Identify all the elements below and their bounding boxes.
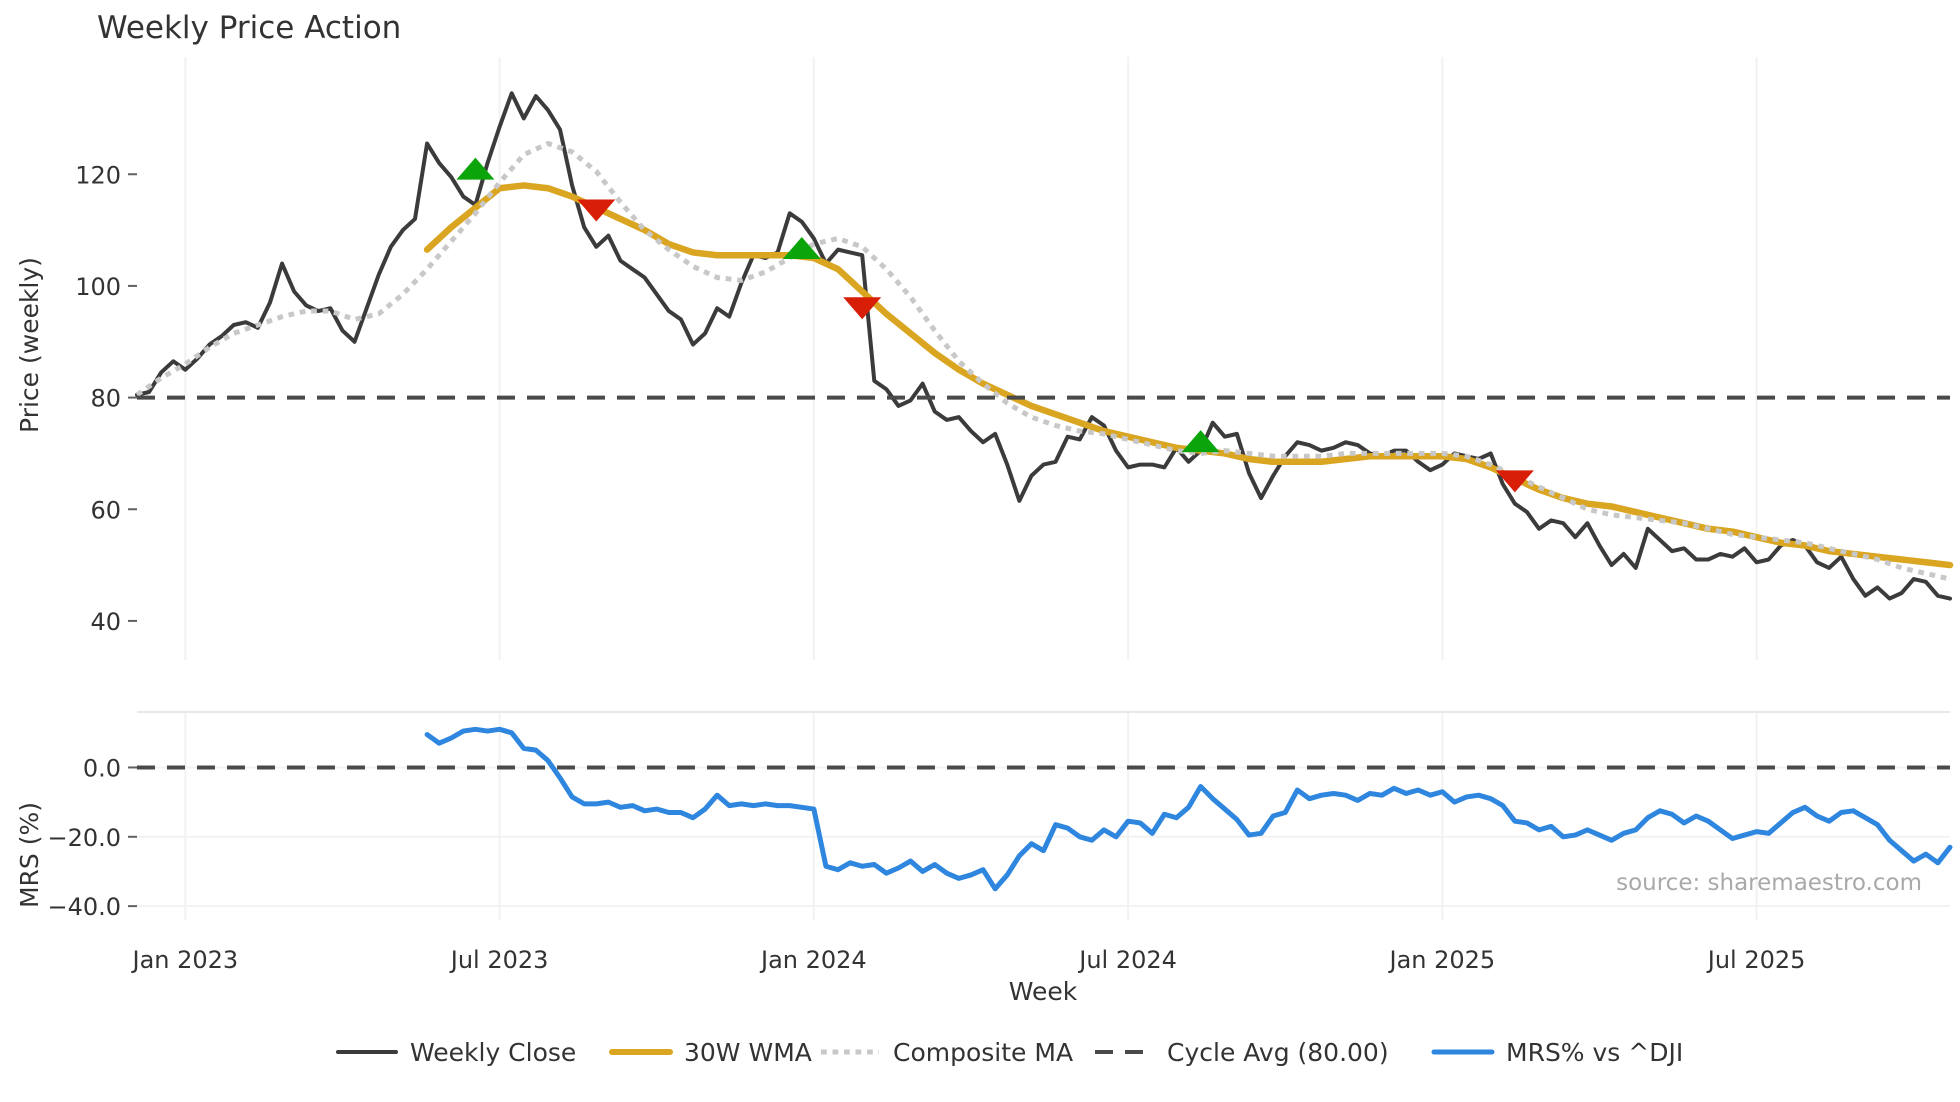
- price-ytick-4: 40: [90, 608, 121, 636]
- x-tick-1: Jul 2023: [449, 946, 549, 974]
- price-ytick-3: 60: [90, 496, 121, 524]
- x-tick-2: Jan 2024: [759, 946, 867, 974]
- price-ytick-2: 80: [90, 385, 121, 413]
- legend-label-2[interactable]: Composite MA: [893, 1038, 1073, 1067]
- series-mrs-pct-vs-dji: [424, 726, 1953, 892]
- price-ytick-1: 100: [75, 273, 121, 301]
- sell-signal-marker-1: [577, 199, 616, 222]
- x-tick-0: Jan 2023: [130, 946, 238, 974]
- sell-signal-marker-3: [843, 297, 882, 320]
- tick-labels: 120 100 80 60 40 0.0 −20.0 −40.0 Jan 2023 Jul 202…: [47, 161, 1805, 974]
- page-title: Weekly Price Action: [97, 10, 401, 46]
- buy-signal-marker-4: [1181, 430, 1220, 453]
- sell-signal-marker-5: [1495, 470, 1534, 493]
- legend-label-3[interactable]: Cycle Avg (80.00): [1167, 1038, 1389, 1067]
- legend-label-1[interactable]: 30W WMA: [684, 1038, 812, 1067]
- buy-signal-marker-2: [782, 236, 821, 259]
- series-weekly-close: [135, 91, 1952, 601]
- price-axis-label: Price (weekly): [15, 257, 44, 433]
- mrs-ytick-2: −40.0: [47, 893, 121, 921]
- legend-label-4[interactable]: MRS% vs ^DJI: [1506, 1038, 1683, 1067]
- x-tick-5: Jul 2025: [1706, 946, 1806, 974]
- x-tick-4: Jan 2025: [1388, 946, 1496, 974]
- x-tick-3: Jul 2024: [1077, 946, 1177, 974]
- mrs-axis-label: MRS (%): [15, 802, 44, 908]
- series-composite-ma: [135, 141, 1951, 582]
- mrs-panel-series: [137, 726, 1953, 892]
- legend-label-0[interactable]: Weekly Close: [410, 1038, 576, 1067]
- mrs-ytick-0: 0.0: [83, 754, 121, 782]
- buy-signal-marker-0: [456, 157, 495, 180]
- chart-legend: Weekly Close 30W WMA Composite MA Cycle Avg…: [336, 1038, 1683, 1067]
- source-watermark: source: sharemaestro.com: [1616, 870, 1922, 896]
- price-ytick-0: 120: [75, 161, 121, 189]
- signal-markers: [456, 157, 1534, 493]
- mrs-ytick-1: −20.0: [47, 824, 121, 852]
- x-axis-label: Week: [1009, 977, 1078, 1006]
- axis-titles: Price (weekly) MRS (%) Week: [15, 257, 1078, 1006]
